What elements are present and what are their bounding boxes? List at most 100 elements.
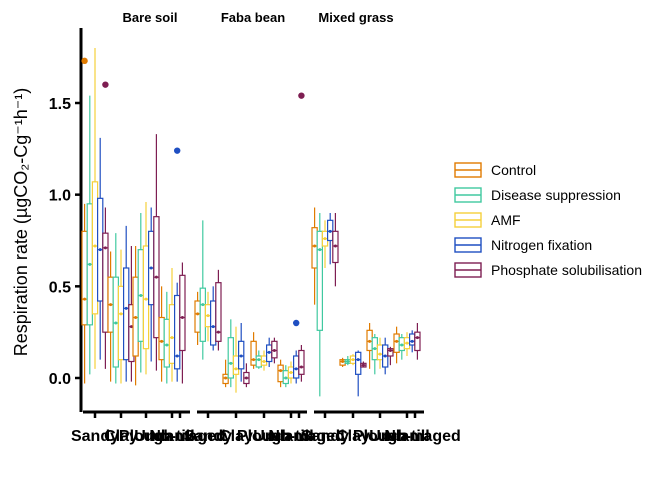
- box-control: [222, 359, 229, 388]
- facets: Bare soilSandyClayPloughNo-tillUndamaged…: [71, 10, 461, 445]
- box-mean-point: [180, 316, 184, 319]
- box-control: [250, 332, 257, 369]
- box-phosphate-solubilisation: [243, 363, 250, 388]
- box-mean-point: [272, 349, 276, 352]
- box-mean-point: [346, 360, 350, 363]
- box-body: [158, 316, 165, 361]
- box-mean-point: [98, 248, 102, 252]
- y-tick-label: 1.5: [49, 96, 71, 113]
- box-body: [376, 344, 384, 361]
- box-mean-point: [211, 325, 215, 329]
- legend-item: Disease suppression: [454, 187, 621, 203]
- legend-item: Phosphate solubilisation: [454, 262, 642, 278]
- legend-label: Phosphate solubilisation: [491, 262, 642, 278]
- box-phosphate-solubilisation: [387, 346, 394, 366]
- box-mean-point: [139, 294, 143, 297]
- box-body: [393, 333, 400, 353]
- legend-item: Control: [454, 162, 536, 178]
- box-body: [255, 355, 263, 368]
- outlier-point: [293, 319, 300, 327]
- x-tick-label: Plough: [119, 428, 173, 445]
- box-nitrogen-fixation: [238, 323, 245, 382]
- box-body: [250, 340, 257, 366]
- box-body: [174, 294, 181, 370]
- box-mean-point: [262, 360, 266, 363]
- legend-label: AMF: [491, 212, 521, 228]
- box-mean-point: [333, 244, 337, 248]
- outlier-point: [81, 57, 88, 65]
- box-body: [293, 355, 300, 379]
- box-mean-point: [299, 365, 303, 369]
- box-mean-point: [109, 303, 113, 307]
- box-nitrogen-fixation: [293, 319, 300, 384]
- box-phosphate-solubilisation: [298, 92, 305, 382]
- box-mean-point: [323, 237, 327, 241]
- box-mean-point: [201, 303, 205, 307]
- box-phosphate-solubilisation: [360, 361, 367, 368]
- box-body: [355, 351, 362, 375]
- box-body: [91, 181, 99, 315]
- box-mean-point: [196, 312, 200, 316]
- box-mean-point: [356, 358, 360, 362]
- box-mean-point: [383, 354, 387, 358]
- box-mean-point: [175, 354, 179, 358]
- box-mean-point: [144, 297, 148, 301]
- y-tick-label: 0.0: [49, 371, 71, 388]
- box-mean-point: [294, 367, 298, 371]
- box-phosphate-solubilisation: [179, 262, 186, 384]
- box-mean-point: [234, 367, 238, 371]
- box-body: [414, 331, 421, 352]
- box-disease-suppression: [371, 334, 379, 375]
- box-mean-point: [415, 336, 419, 340]
- box-mean-point: [88, 262, 92, 266]
- box-mean-point: [216, 330, 220, 334]
- box-mean-point: [378, 352, 382, 356]
- outlier-point: [174, 147, 181, 154]
- box-mean-point: [318, 248, 322, 252]
- box-body: [122, 267, 130, 361]
- box-mean-point: [119, 312, 123, 316]
- box-body: [142, 245, 150, 350]
- x-tick-label: Plough: [237, 428, 291, 445]
- x-tick-label: Sandy: [71, 428, 119, 445]
- box-mean-point: [206, 314, 210, 318]
- box-mean-point: [149, 266, 153, 270]
- box-mean-point: [244, 376, 248, 380]
- facet-title: Bare soil: [123, 10, 178, 25]
- box-mean-point: [124, 306, 128, 310]
- outlier-point: [298, 92, 305, 99]
- box-nitrogen-fixation: [382, 337, 389, 375]
- box-body: [168, 304, 176, 364]
- box-mean-point: [328, 229, 332, 233]
- box-mean-point: [154, 275, 158, 279]
- x-tick-label: No-till: [149, 428, 194, 445]
- box-mean-point: [83, 297, 87, 301]
- box-amf: [349, 354, 357, 366]
- x-tick-label: Plough: [353, 428, 407, 445]
- box-mean-point: [395, 339, 399, 343]
- box-phosphate-solubilisation: [215, 269, 222, 351]
- box-phosphate-solubilisation: [414, 323, 421, 360]
- box-mean-point: [103, 246, 107, 250]
- box-mean-point: [129, 325, 133, 329]
- box-mean-point: [257, 358, 261, 362]
- box-body: [163, 318, 170, 368]
- x-tick-label: Undamaged: [369, 428, 461, 445]
- box-mean-point: [239, 354, 243, 358]
- box-mean-point: [252, 358, 256, 362]
- box-mean-point: [410, 339, 414, 343]
- legend-label: Control: [491, 162, 536, 178]
- legend-item: AMF: [454, 212, 521, 228]
- box-mean-point: [405, 341, 409, 345]
- facet-title: Faba bean: [221, 10, 285, 25]
- box-mean-point: [279, 369, 283, 373]
- box-mean-point: [289, 371, 293, 374]
- box-mean-point: [267, 350, 271, 354]
- box-phosphate-solubilisation: [271, 337, 278, 364]
- x-tick-label: Clay: [219, 428, 253, 445]
- box-nitrogen-fixation: [409, 330, 416, 353]
- box-phosphate-solubilisation: [153, 134, 160, 371]
- box-mean-point: [93, 244, 97, 248]
- box-nitrogen-fixation: [327, 213, 334, 265]
